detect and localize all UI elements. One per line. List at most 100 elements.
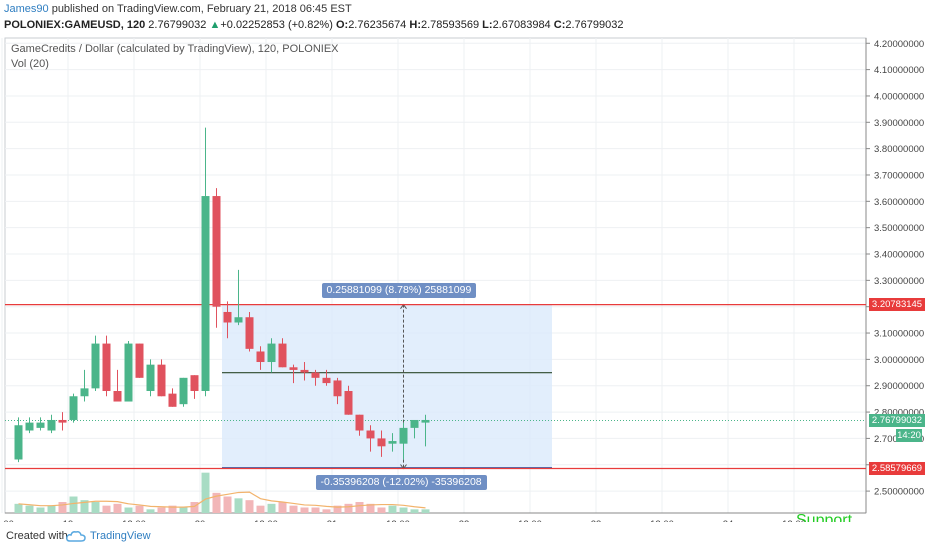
volume-bar (289, 505, 298, 513)
candle-body (421, 419, 430, 423)
candle-body (399, 427, 408, 444)
y-tick-label: 2.80000000 (874, 408, 924, 419)
volume-bar (234, 498, 243, 513)
candle-body (190, 375, 199, 391)
low-value: 2.67083984 (492, 19, 551, 31)
last-price: 2.76799032 (148, 19, 207, 31)
y-tick-label: 4.00000000 (874, 91, 924, 102)
last-price-tag: 2.76799032 (869, 414, 925, 427)
volume-bar (366, 503, 375, 513)
candle-body (36, 422, 45, 428)
y-tick-label: 3.60000000 (874, 197, 924, 208)
volume-bar (124, 507, 133, 513)
candle-body (278, 343, 287, 368)
candle-body (69, 396, 78, 420)
volume-bar (102, 505, 111, 513)
change-value: +0.02252853 (+0.82%) (220, 19, 333, 31)
volume-bar (168, 505, 177, 513)
volume-bar (410, 509, 419, 513)
y-tick-label: 3.70000000 (874, 170, 924, 181)
y-tick-label: 3.10000000 (874, 329, 924, 340)
measure-box (222, 304, 552, 469)
bar-timer-tag: 14:20 (896, 428, 922, 442)
candle-body (410, 419, 419, 428)
candle-body (344, 390, 353, 415)
volume-bar (223, 496, 232, 513)
resistance-price-tag: 3.20783145 (869, 298, 925, 312)
measure-down-label: -0.35396208 (-12.02%) -35396208 (315, 475, 487, 491)
candle-body (201, 196, 210, 391)
volume-bar (14, 503, 23, 513)
open-label: O: (335, 19, 349, 31)
volume-bar (157, 507, 166, 513)
candle-body (113, 390, 122, 402)
price-chart[interactable]: 4.20000000 4.10000000 4.00000000 3.90000000… (0, 36, 932, 530)
y-tick-label: 3.50000000 (874, 223, 924, 234)
close-label: C: (553, 19, 566, 31)
candle-body (377, 438, 386, 447)
candle-body (322, 377, 331, 384)
candle-body (14, 425, 23, 460)
chart-header: James90 published on TradingView.com, Fe… (0, 0, 932, 36)
volume-bar (311, 507, 320, 513)
candle-body (91, 343, 100, 389)
close-value: 2.76799032 (565, 19, 624, 31)
author-link[interactable]: James90 (4, 3, 49, 15)
volume-bar (212, 492, 221, 513)
measure-up-label: 0.25881099 (8.78%) 25881099 (321, 282, 477, 298)
y-tick-label: 4.20000000 (874, 39, 924, 50)
up-arrow-icon: ▲ (209, 19, 221, 31)
volume-bar (377, 507, 386, 513)
volume-bar (344, 503, 353, 513)
candle-body (245, 317, 254, 349)
candle-body (124, 343, 133, 402)
candle-body (366, 430, 375, 439)
volume-bar (36, 507, 45, 513)
candle-body (80, 388, 89, 397)
high-value: 2.78593569 (420, 19, 480, 31)
y-tick-label: 3.80000000 (874, 144, 924, 155)
candle-body (267, 343, 276, 363)
volume-bar (25, 505, 34, 513)
candle-body (135, 343, 144, 378)
published-text: published on TradingView.com, February 2… (48, 3, 352, 15)
tradingview-link[interactable]: TradingView (90, 530, 151, 542)
volume-bar (113, 503, 122, 513)
symbol-label: POLONIEX:GAMEUSD, 120 (4, 19, 146, 31)
volume-bar (388, 505, 397, 513)
volume-bar (201, 472, 210, 513)
y-tick-label: 2.50000000 (874, 487, 924, 498)
volume-bar (355, 502, 364, 513)
y-tick-label: 3.40000000 (874, 250, 924, 261)
created-with-text: Created with (6, 530, 68, 542)
y-tick-label: 4.10000000 (874, 65, 924, 76)
volume-bar (135, 505, 144, 513)
volume-bar (333, 505, 342, 513)
candle-body (256, 351, 265, 363)
chart-title: GameCredits / Dollar (calculated by Trad… (11, 43, 339, 55)
support-price-tag: 2.58579669 (869, 461, 925, 475)
y-tick-label: 3.90000000 (874, 118, 924, 129)
volume-bar (179, 507, 188, 513)
tradingview-cloud-icon (66, 531, 86, 542)
volume-ma-line (18, 491, 426, 509)
volume-bar (58, 502, 67, 513)
chart-area[interactable]: 4.20000000 4.10000000 4.00000000 3.90000000… (0, 36, 932, 530)
y-tick-label: 2.90000000 (874, 381, 924, 392)
candle-body (311, 372, 320, 378)
quote-line: POLONIEX:GAMEUSD, 120 2.76799032 ▲+0.022… (4, 19, 623, 31)
candle-body (47, 419, 56, 431)
volume-bar (421, 509, 430, 513)
volume-bar (190, 502, 199, 513)
candle-body (289, 367, 298, 370)
candle-body (146, 364, 155, 391)
candle-body (388, 441, 397, 444)
candle-body (168, 393, 177, 407)
publish-line: James90 published on TradingView.com, Fe… (4, 3, 352, 15)
candle-body (212, 196, 221, 307)
volume-bar (322, 509, 331, 513)
y-tick-label: 3.30000000 (874, 276, 924, 287)
volume-bar (245, 500, 254, 513)
candle-body (333, 380, 342, 397)
volume-bar (300, 507, 309, 513)
